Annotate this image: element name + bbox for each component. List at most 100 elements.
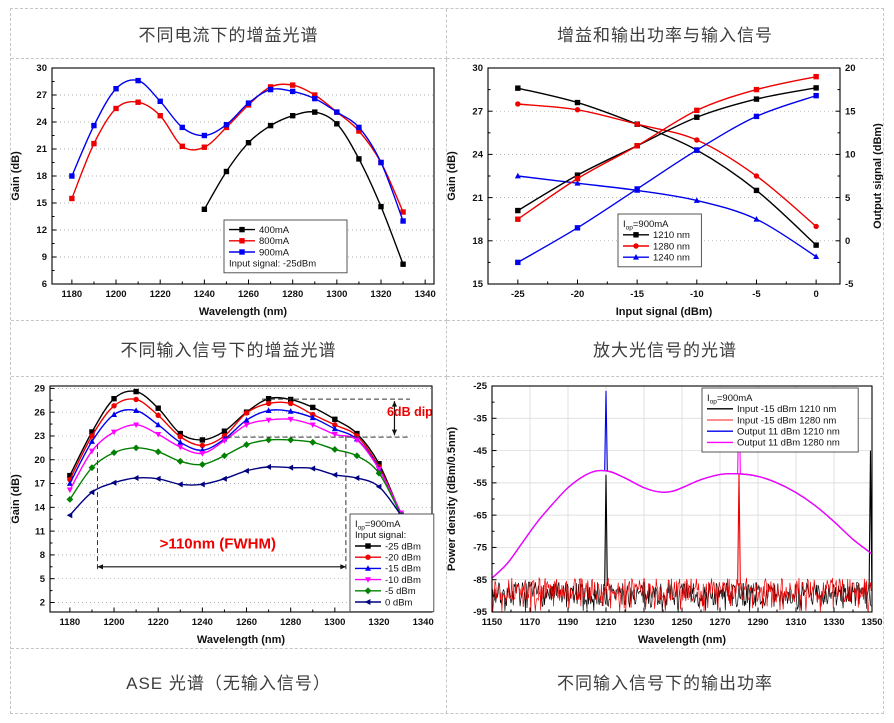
svg-text:Input signal (dBm): Input signal (dBm) (616, 306, 713, 318)
svg-text:15: 15 (472, 279, 483, 290)
panel-title-text: ASE 光谱（无输入信号） (126, 673, 331, 693)
svg-text:6: 6 (41, 279, 46, 290)
svg-text:29: 29 (34, 383, 45, 394)
svg-text:18: 18 (472, 236, 483, 247)
svg-text:Output 11 dBm 1280 nm: Output 11 dBm 1280 nm (737, 437, 840, 448)
svg-text:1180: 1180 (59, 617, 80, 628)
panel-title-text: 增益和输出功率与输入信号 (557, 26, 773, 45)
svg-text:-25: -25 (511, 289, 525, 300)
svg-text:11: 11 (34, 526, 45, 537)
svg-text:-5: -5 (845, 279, 854, 290)
svg-text:1150: 1150 (482, 617, 503, 628)
panel-chart-gain-vs-current: 1180 1200 1220 1240 1260 1280 1300 1320 1340 6 9 12… (11, 59, 447, 321)
svg-text:1250: 1250 (671, 617, 692, 628)
panel-title-gain-output-vs-input: 增益和输出功率与输入信号 (447, 9, 883, 59)
svg-text:-5: -5 (752, 289, 761, 300)
svg-text:9: 9 (41, 252, 46, 263)
svg-text:5: 5 (845, 192, 851, 203)
svg-text:Wavelength (nm): Wavelength (nm) (638, 634, 727, 646)
svg-text:1240 nm: 1240 nm (653, 252, 690, 263)
svg-text:1280: 1280 (280, 617, 301, 628)
svg-text:1220: 1220 (147, 617, 168, 628)
svg-text:-55: -55 (473, 478, 487, 489)
svg-text:1300: 1300 (326, 289, 347, 300)
svg-text:1210: 1210 (595, 617, 616, 628)
svg-text:-35: -35 (473, 413, 487, 424)
panel-title-output-power-vs-input: 不同输入信号下的输出功率 (447, 649, 883, 713)
svg-text:1270: 1270 (709, 617, 730, 628)
svg-text:Input signal: -25dBm: Input signal: -25dBm (229, 258, 316, 269)
svg-text:Gain (dB): Gain (dB) (447, 150, 458, 200)
panel-chart-amplified-spectrum: 1150 1170 1190 1210 1230 1250 1270 1290 1310 1330… (447, 377, 883, 649)
svg-text:30: 30 (36, 63, 47, 74)
svg-text:900mA: 900mA (259, 247, 290, 258)
svg-text:-15: -15 (630, 289, 644, 300)
panel-title-gain-vs-input: 不同输入信号下的增益光谱 (11, 321, 447, 377)
svg-text:1170: 1170 (520, 617, 541, 628)
svg-text:8: 8 (39, 550, 44, 561)
svg-text:Iop=900mA: Iop=900mA (623, 218, 669, 231)
svg-text:1260: 1260 (237, 289, 258, 300)
svg-text:-95: -95 (473, 607, 487, 618)
panel-chart-gain-output-vs-input: -25 -20 -15 -10 -5 0 15 18 21 24 27 30 -5 0 5 10 15 20 Inp… (447, 59, 883, 321)
svg-text:23: 23 (34, 431, 45, 442)
svg-text:-25: -25 (473, 381, 487, 392)
svg-text:6dB dip: 6dB dip (386, 405, 432, 419)
svg-text:17: 17 (34, 478, 45, 489)
svg-text:1330: 1330 (823, 617, 844, 628)
svg-text:-5 dBm: -5 dBm (385, 586, 416, 597)
svg-text:Input signal:: Input signal: (355, 530, 406, 541)
svg-text:0 dBm: 0 dBm (385, 597, 413, 608)
panel-title-ase-spectrum: ASE 光谱（无输入信号） (11, 649, 447, 713)
svg-text:1230: 1230 (633, 617, 654, 628)
panel-title-amplified-spectrum: 放大光信号的光谱 (447, 321, 883, 377)
svg-text:1350: 1350 (861, 617, 882, 628)
svg-text:-10 dBm: -10 dBm (385, 574, 421, 585)
svg-text:Iop=900mA: Iop=900mA (355, 518, 401, 531)
svg-text:26: 26 (34, 407, 45, 418)
svg-text:-20: -20 (571, 289, 585, 300)
svg-text:1210 nm: 1210 nm (653, 230, 690, 241)
panel-table: 不同电流下的增益光谱 增益和输出功率与输入信号 1180 1200 1220 1240… (10, 8, 884, 714)
svg-text:24: 24 (472, 149, 483, 160)
svg-text:5: 5 (39, 573, 45, 584)
svg-text:-20 dBm: -20 dBm (385, 552, 421, 563)
svg-text:1340: 1340 (412, 617, 433, 628)
svg-text:1220: 1220 (149, 289, 170, 300)
svg-text:24: 24 (36, 117, 47, 128)
svg-text:-45: -45 (473, 445, 487, 456)
svg-text:Gain (dB): Gain (dB) (11, 473, 22, 523)
panel-title-text: 不同输入信号下的输出功率 (557, 673, 773, 693)
svg-text:27: 27 (472, 106, 483, 117)
svg-text:1190: 1190 (558, 617, 579, 628)
svg-text:18: 18 (36, 171, 47, 182)
svg-text:1180: 1180 (61, 289, 82, 300)
chart-amplified-signal-spectrum: 1150 1170 1190 1210 1230 1250 1270 1290 1310 1330… (447, 378, 883, 648)
svg-text:15: 15 (845, 106, 856, 117)
svg-text:Wavelength (nm): Wavelength (nm) (198, 306, 287, 318)
svg-text:1260: 1260 (235, 617, 256, 628)
svg-text:1320: 1320 (370, 289, 391, 300)
svg-text:Input -15 dBm 1210 nm: Input -15 dBm 1210 nm (737, 404, 836, 415)
chart-gain-spectra-vs-current: 1180 1200 1220 1240 1260 1280 1300 1320 1340 6 9 12… (11, 60, 446, 320)
svg-text:20: 20 (845, 63, 856, 74)
svg-text:1280: 1280 (282, 289, 303, 300)
svg-text:800mA: 800mA (259, 236, 290, 247)
svg-text:1300: 1300 (324, 617, 345, 628)
svg-text:1200: 1200 (103, 617, 124, 628)
svg-text:2: 2 (39, 597, 44, 608)
svg-text:-25 dBm: -25 dBm (385, 541, 421, 552)
panel-title-text: 不同电流下的增益光谱 (138, 26, 319, 45)
panel-title-text: 放大光信号的光谱 (593, 341, 737, 360)
svg-text:>110nm (FWHM): >110nm (FWHM) (159, 535, 275, 552)
svg-text:27: 27 (36, 90, 47, 101)
svg-text:1240: 1240 (193, 289, 214, 300)
svg-text:1340: 1340 (414, 289, 435, 300)
svg-text:1240: 1240 (191, 617, 212, 628)
panel-chart-gain-vs-input: 6dB dip >110nm (FWHM) 1180 1200 1220 1240 1260… (11, 377, 447, 649)
svg-text:-75: -75 (473, 542, 487, 553)
svg-text:21: 21 (472, 192, 483, 203)
svg-text:-65: -65 (473, 510, 487, 521)
svg-text:-85: -85 (473, 574, 487, 585)
